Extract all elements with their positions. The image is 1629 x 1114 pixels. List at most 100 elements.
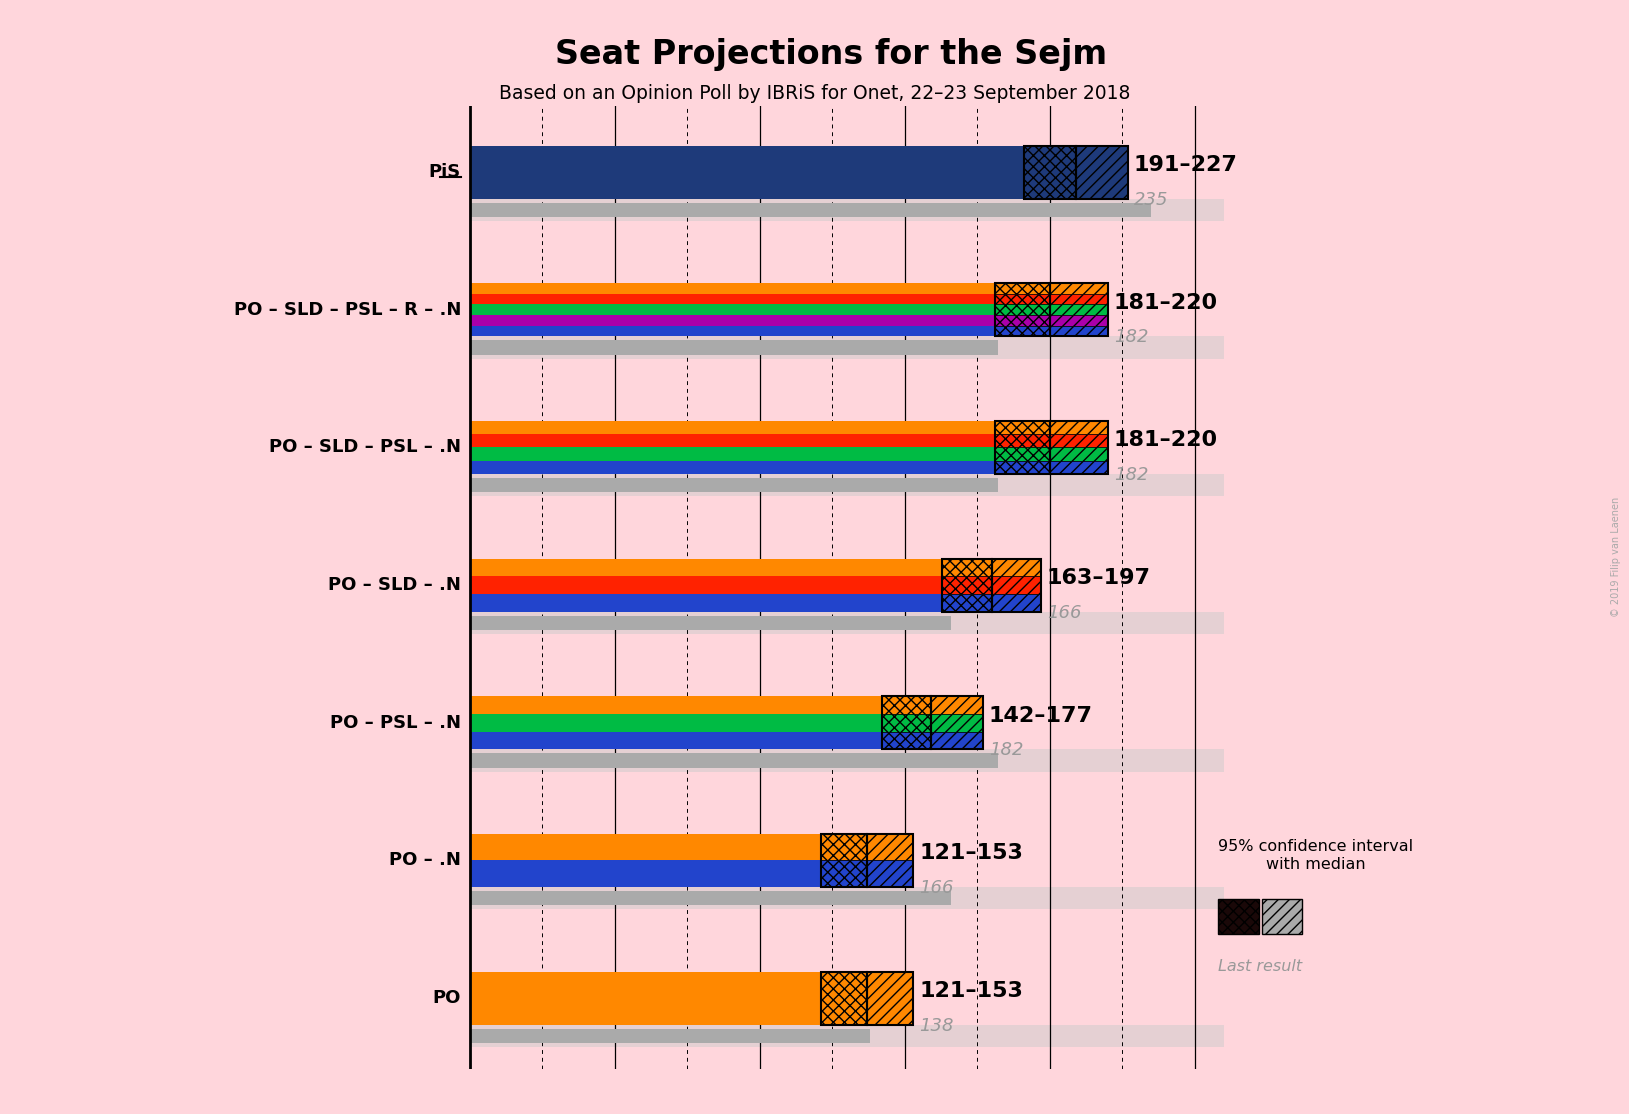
Bar xyxy=(469,971,821,1025)
Bar xyxy=(821,860,867,887)
Bar xyxy=(469,203,1152,217)
Bar xyxy=(995,421,1049,434)
Bar xyxy=(469,1025,1223,1047)
Bar xyxy=(469,283,995,294)
Bar xyxy=(469,714,881,732)
Bar xyxy=(995,448,1049,461)
Bar xyxy=(821,834,867,887)
Text: © 2019 Filip van Laenen: © 2019 Filip van Laenen xyxy=(1611,497,1621,617)
Bar xyxy=(469,421,995,434)
Bar xyxy=(1049,325,1108,336)
Bar xyxy=(1023,146,1075,198)
Bar xyxy=(881,714,930,732)
Text: Last result: Last result xyxy=(1218,959,1302,975)
Bar xyxy=(821,971,867,1025)
Bar xyxy=(1049,461,1108,473)
Bar xyxy=(881,732,930,750)
Text: 121–153: 121–153 xyxy=(919,981,1023,1000)
Bar xyxy=(1049,421,1108,473)
Text: 181–220: 181–220 xyxy=(1114,293,1218,313)
Bar xyxy=(469,336,1223,359)
Text: 142–177: 142–177 xyxy=(989,705,1093,725)
Text: PO – SLD – .N: PO – SLD – .N xyxy=(327,576,461,594)
Bar xyxy=(995,315,1049,325)
Text: PO: PO xyxy=(433,989,461,1007)
Text: 138: 138 xyxy=(919,1017,953,1035)
Bar xyxy=(867,971,914,1025)
Bar xyxy=(469,325,995,336)
Text: 182: 182 xyxy=(1114,466,1148,483)
Bar xyxy=(469,860,821,887)
Bar xyxy=(469,750,1223,772)
Bar xyxy=(881,696,930,750)
Bar xyxy=(469,834,821,860)
Bar xyxy=(1049,434,1108,448)
Bar xyxy=(1049,283,1108,336)
Bar xyxy=(995,283,1049,294)
Bar xyxy=(943,558,992,576)
Bar xyxy=(469,891,951,906)
Bar xyxy=(930,714,982,732)
Bar xyxy=(867,971,914,1025)
Title: Seat Projections for the Sejm: Seat Projections for the Sejm xyxy=(555,38,1106,71)
Text: 163–197: 163–197 xyxy=(1047,568,1152,588)
Bar xyxy=(469,616,951,629)
Bar xyxy=(943,576,992,594)
Bar xyxy=(995,304,1049,315)
Bar xyxy=(1049,315,1108,325)
Bar xyxy=(881,696,930,714)
Bar xyxy=(469,294,995,304)
Text: PO – SLD – PSL – .N: PO – SLD – PSL – .N xyxy=(269,439,461,457)
Bar xyxy=(992,558,1041,576)
Bar xyxy=(469,887,1223,909)
Text: 166: 166 xyxy=(1047,604,1082,622)
Bar xyxy=(821,834,867,860)
Bar xyxy=(469,461,995,473)
Bar xyxy=(1049,421,1108,434)
Bar xyxy=(992,576,1041,594)
Bar xyxy=(469,576,943,594)
Bar xyxy=(995,461,1049,473)
Text: 182: 182 xyxy=(1114,329,1148,346)
Text: PO – PSL – .N: PO – PSL – .N xyxy=(331,714,461,732)
Bar xyxy=(469,732,881,750)
Bar xyxy=(930,732,982,750)
Bar xyxy=(992,594,1041,612)
Text: 121–153: 121–153 xyxy=(919,843,1023,863)
Bar xyxy=(469,315,995,325)
Bar xyxy=(1049,294,1108,304)
Bar xyxy=(995,421,1049,473)
Bar xyxy=(469,341,997,354)
Text: 181–220: 181–220 xyxy=(1114,430,1218,450)
Bar xyxy=(469,434,995,448)
Text: 235: 235 xyxy=(1134,190,1168,208)
Text: 166: 166 xyxy=(919,879,953,897)
Bar xyxy=(943,558,992,612)
Bar xyxy=(469,1028,870,1043)
Bar xyxy=(469,558,943,576)
Bar xyxy=(469,612,1223,634)
Bar xyxy=(1049,448,1108,461)
Bar xyxy=(1218,899,1259,935)
Bar xyxy=(1075,146,1129,198)
Text: 182: 182 xyxy=(989,741,1023,760)
Text: Based on an Opinion Poll by IBRiS for Onet, 22–23 September 2018: Based on an Opinion Poll by IBRiS for On… xyxy=(498,84,1131,102)
Bar xyxy=(867,834,914,860)
Bar xyxy=(469,478,997,492)
Bar xyxy=(867,860,914,887)
Bar xyxy=(1023,146,1075,198)
Bar xyxy=(867,834,914,887)
Text: 191–227: 191–227 xyxy=(1134,155,1238,175)
Bar xyxy=(1261,899,1302,935)
Bar xyxy=(469,753,997,768)
Bar xyxy=(1075,146,1129,198)
Bar xyxy=(930,696,982,750)
Text: PiS: PiS xyxy=(428,163,461,182)
Bar xyxy=(469,696,881,714)
Bar xyxy=(930,696,982,714)
Bar xyxy=(469,448,995,461)
Bar xyxy=(469,198,1223,221)
Text: PO – SLD – PSL – R – .N: PO – SLD – PSL – R – .N xyxy=(233,301,461,319)
Text: PO – .N: PO – .N xyxy=(389,851,461,869)
Bar xyxy=(992,558,1041,612)
